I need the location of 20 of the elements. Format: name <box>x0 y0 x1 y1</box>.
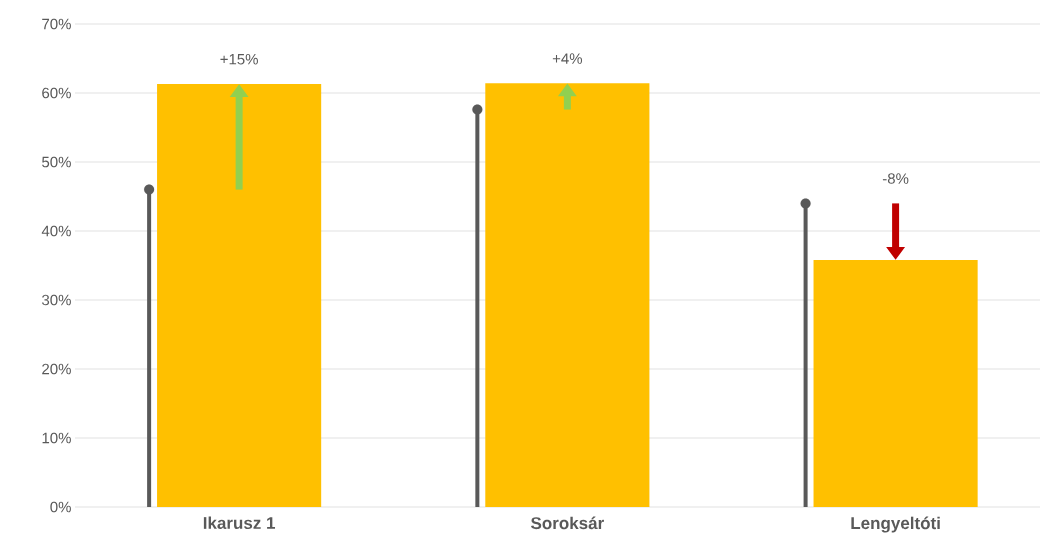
y-tick-label: 60% <box>42 87 71 99</box>
y-tick-label: 40% <box>41 225 71 237</box>
bar <box>485 83 650 507</box>
y-tick-label: 30% <box>42 294 71 306</box>
y-tick-label: 0% <box>50 501 71 513</box>
point <box>800 198 811 209</box>
bar <box>813 259 978 507</box>
y-tick-label: 10% <box>42 432 71 444</box>
y-tick-label: 20% <box>42 363 71 375</box>
annotation: +15% <box>220 53 258 65</box>
y-tick-label: 50% <box>42 156 71 168</box>
annotation: -8% <box>882 173 909 184</box>
x-tick-label: Ikarusz 1 <box>203 516 276 530</box>
y-tick-label: 70% <box>42 18 71 30</box>
x-tick-label: Soroksár <box>530 516 604 530</box>
point <box>472 104 483 115</box>
point <box>144 184 155 195</box>
x-tick-label: Lengyeltóti <box>851 516 940 533</box>
annotation: +4% <box>552 53 583 64</box>
bar <box>157 84 322 507</box>
